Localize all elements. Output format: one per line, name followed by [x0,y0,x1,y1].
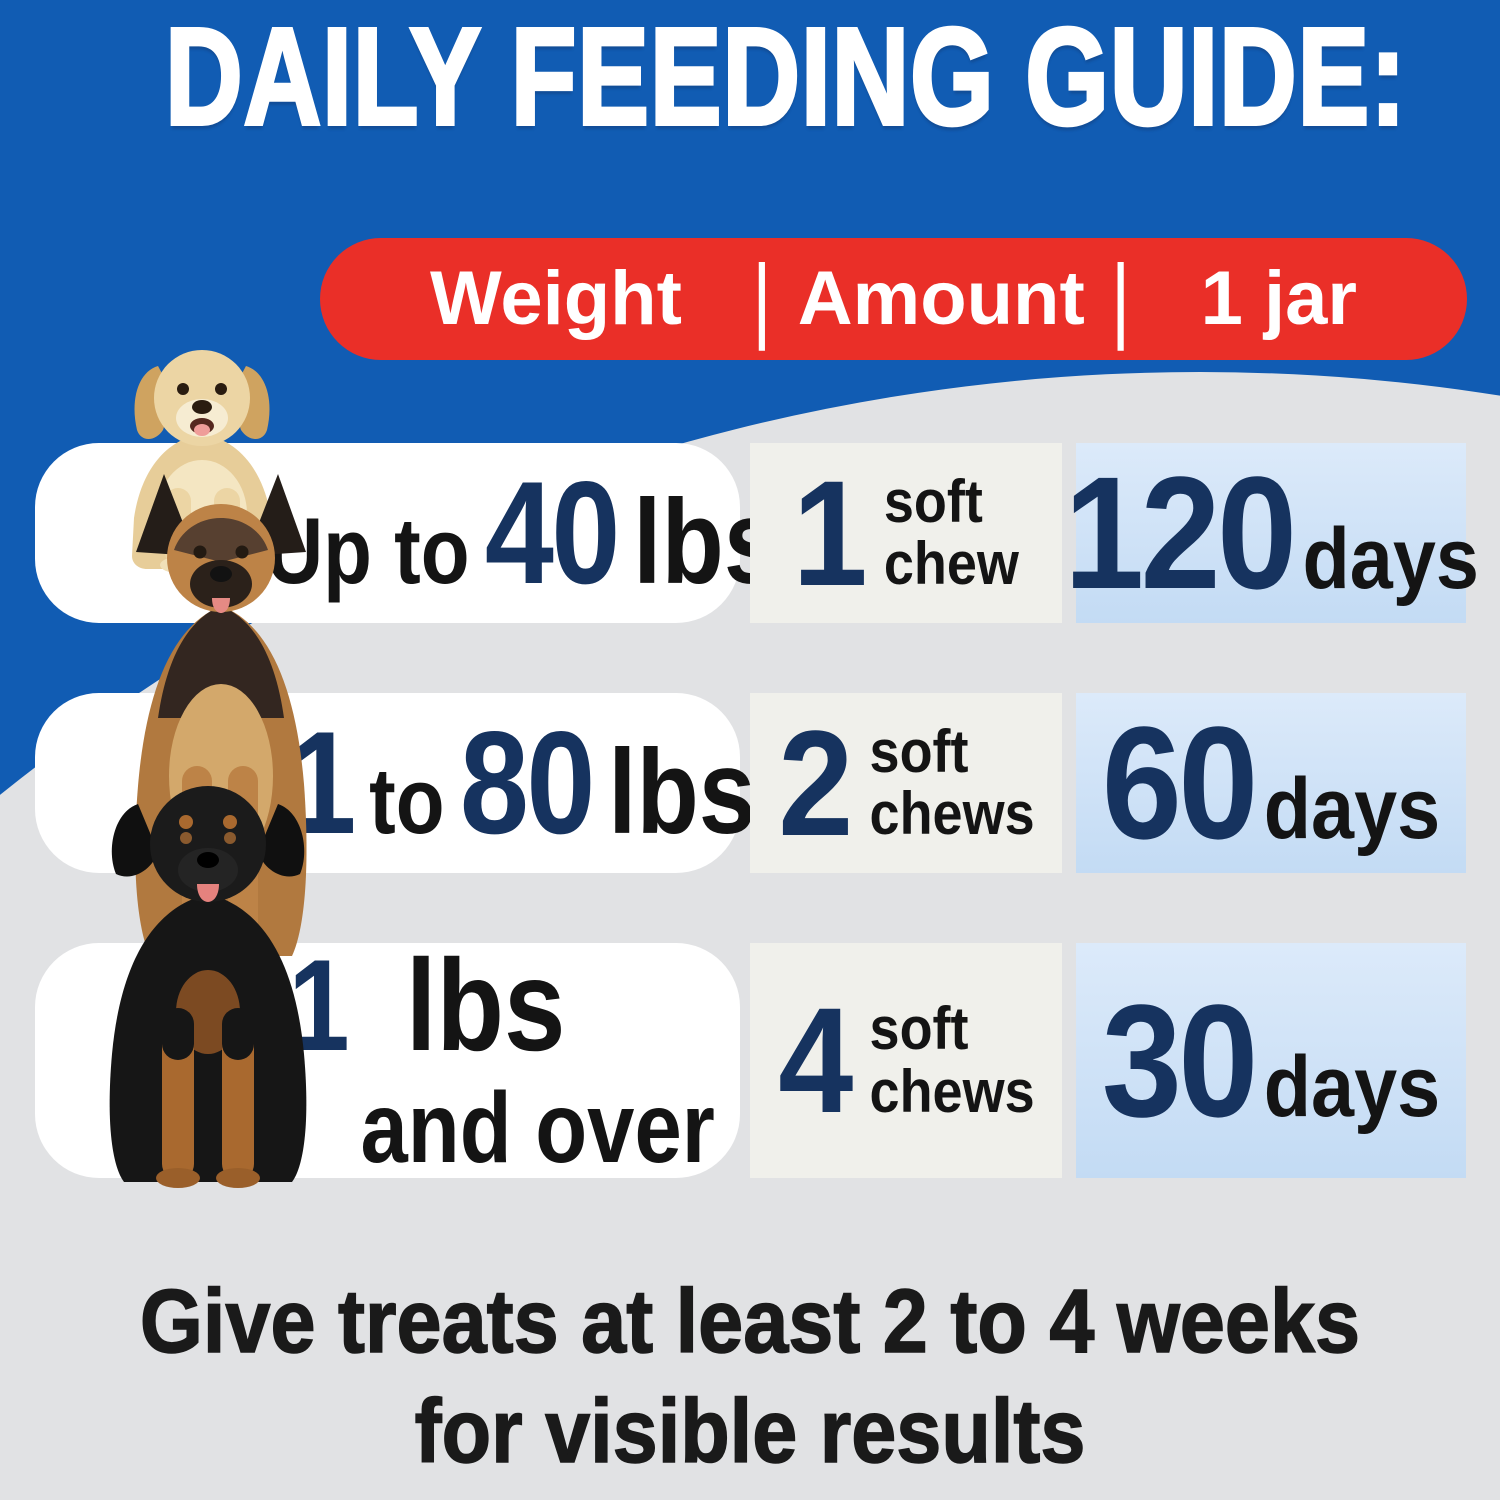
jar-cell-row1: 120 days [1064,443,1478,623]
amount-text-row1: 1 soft chew [792,448,1020,617]
header-amount-group: | Amount | [752,251,1131,346]
jar-cell-row3: 30 days [1076,943,1466,1178]
jar-text-row2: 60 days [1102,703,1440,863]
jar-text-row1: 120 days [1064,453,1479,613]
jar-cell-row2: 60 days [1076,693,1466,873]
footer-line2: for visible results [414,1381,1086,1482]
amount-value-row2: 2 [777,698,853,867]
header-amount-label: Amount [797,256,1085,341]
amount-unit-line1-row2: soft [869,717,969,785]
header-weight-label: Weight [430,256,682,341]
amount-unit-line2-row1: chew [884,530,1020,597]
page-title: DAILY FEEDING GUIDE: [163,0,1407,154]
amount-unit-row2: soft chews [869,717,1035,847]
amount-unit-line1-row3: soft [869,995,969,1063]
jar-value-row2: 60 [1101,693,1259,872]
table-header-pill: Weight | Amount | 1 jar [320,238,1467,360]
header-jar-label: 1 jar [1200,256,1357,341]
amount-value-row3: 4 [777,976,853,1144]
amount-unit-row3: soft chews [869,995,1035,1125]
amount-cell-row2: 2 soft chews [750,693,1062,873]
weight-suffix-row3: and over [360,1072,715,1184]
weight-value-row1: 40 [484,451,621,614]
header-separator-left: | [752,245,772,352]
jar-unit-row1: days [1302,511,1479,607]
jar-value-row3: 30 [1101,970,1259,1150]
weight-unit-row3: lbs [405,932,565,1078]
header-separator-right: | [1110,245,1131,352]
amount-value-row1: 1 [792,448,868,617]
jar-text-row3: 30 days [1101,970,1441,1150]
amount-text-row3: 4 soft chews [777,976,1035,1144]
black-and-tan-dog-image [109,786,307,1188]
jar-unit-row2: days [1263,761,1441,857]
amount-unit-line1-row1: soft [884,467,984,535]
footer-note: Give treats at least 2 to 4 weeks for vi… [75,1268,1425,1488]
amount-unit-line2-row2: chews [869,780,1035,847]
amount-cell-row1: 1 soft chew [750,443,1062,623]
weight-value2-row2: 80 [459,701,596,864]
amount-unit-row1: soft chew [884,467,1020,597]
jar-value-row1: 120 [1063,443,1297,622]
footer-line1: Give treats at least 2 to 4 weeks [139,1271,1361,1372]
weight-unit-row2: lbs [608,725,756,859]
weight-mid-row2: to [369,748,445,853]
amount-unit-line2-row3: chews [869,1057,1035,1125]
amount-text-row2: 2 soft chews [777,698,1035,867]
amount-cell-row3: 4 soft chews [750,943,1062,1178]
jar-unit-row3: days [1263,1038,1441,1135]
